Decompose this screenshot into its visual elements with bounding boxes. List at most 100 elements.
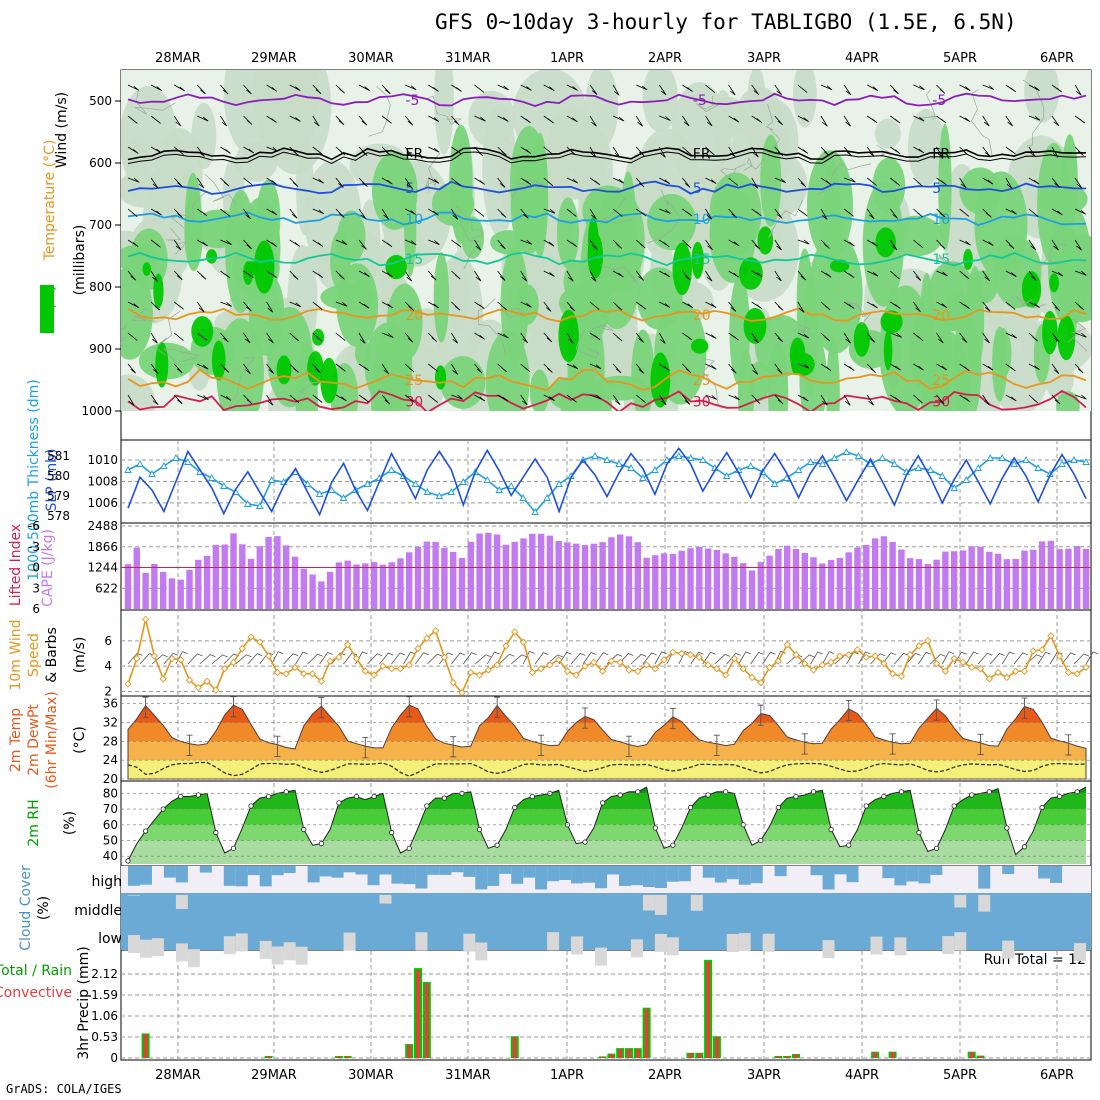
rh2m-marker [881,793,887,800]
cloud-high-bar [595,866,608,889]
wind-barb [1051,363,1060,375]
rh-shade-mid [631,329,655,411]
wind10-ylabel-1: 10m Wind [8,619,24,690]
cloud-high-bar [163,866,176,878]
cape-bar [1047,540,1054,609]
cape-bar [889,542,896,609]
cape-bar [1065,548,1072,609]
wind-barb [520,270,528,282]
temp-contour-label-25: 25 [932,373,950,389]
temp-contour-label--5: -5 [693,93,707,109]
wind-barb [358,239,367,250]
wind-barb [612,363,622,374]
rh-contour-line [695,95,720,113]
rh-shade-dark [650,352,671,408]
thickness-marker [1070,456,1078,463]
cloud-low-bar [666,937,679,956]
cape-bar [845,552,852,609]
wind-barb [982,146,991,157]
cape-bar [151,564,158,609]
wind-barb [890,394,901,402]
wind-barb [659,301,671,308]
wind-barb [843,146,853,157]
cloud-high-bar [774,866,787,877]
cape-bar [362,563,369,609]
cloud-high-bar [882,866,895,879]
wind-barb [797,84,808,93]
wind-barb [774,332,784,343]
rh2m-marker [178,793,184,800]
wind-barb [335,239,348,245]
cloud-low-bar [954,932,967,951]
wind-barb [289,239,301,247]
wind-barb [751,84,760,95]
cloud-mid-low-fill [121,893,1091,950]
wind-barb [589,208,597,220]
rh2m-marker [617,792,623,798]
wind-barb [682,146,692,156]
wind-barb [127,208,138,218]
temp-contour-30 [127,390,1087,411]
wind-barb [312,239,324,247]
wind10-marker [221,665,229,673]
wind-barb [728,84,736,96]
rh-shade-mid [184,190,204,272]
wind10-barb [906,652,921,665]
temp-minmax-bar [582,707,589,729]
rh-shade-dark [672,242,692,296]
wind-barb [566,146,576,156]
wind10-marker [730,654,739,663]
rh-tick-70: 70 [103,802,118,816]
temp-contour--5 [127,92,1087,108]
cloud-high-bar [523,866,536,878]
wind-barb [705,270,713,282]
cape-bar [977,546,984,609]
wind-barb [543,84,555,92]
wind-barb [1074,146,1084,156]
wind-barb [428,363,438,372]
wind10-marker [976,665,985,673]
wind-barb [751,301,762,309]
precip-convective-bar [644,1008,649,1058]
cape-bar [942,551,949,609]
wind-barb [474,146,483,157]
cape-bar [564,542,571,609]
thickness-ylabel: 1000-500mb Thickness (dm) [26,379,42,580]
wind-barb [959,84,971,91]
wind-barb [312,332,322,342]
temp-tick-32: 32 [103,716,118,730]
rh-shade-mid [737,349,754,411]
cloud-high-bar [583,866,596,883]
wind-barb [497,363,507,373]
wind-barb [890,301,901,309]
wind10-barb [702,651,716,665]
wind10-marker [774,657,783,665]
wind-barb [173,115,182,127]
wind10-barb [415,652,429,665]
wind-barb [381,363,390,375]
thickness-marker [615,460,623,467]
wind-barb [1005,332,1017,339]
temp-minmax-bar [450,736,457,758]
wind-barb [404,270,413,282]
wind-barb [1074,301,1085,311]
wind-barb [936,301,948,309]
wind-barb [913,84,925,91]
wind-barb [797,363,810,369]
temp-contour-label-20: 20 [405,308,423,324]
date-label-top-30MAR: 30MAR [348,51,394,66]
thickness-marker [962,476,971,483]
temp-contour-label--5: -5 [405,93,419,109]
wind-barb [1028,301,1040,308]
wind10-marker [748,673,756,682]
wind-barb [797,177,807,188]
rh-shade-mid [529,369,550,411]
rh-contour-line [163,348,199,366]
wind-barb [358,84,370,91]
rh2m-marker [1057,793,1063,800]
wind-barb [197,115,209,122]
wind10-marker [959,658,967,666]
wind-barb [173,394,183,405]
cape-bar [370,562,378,609]
rh-contour-line [121,323,127,348]
